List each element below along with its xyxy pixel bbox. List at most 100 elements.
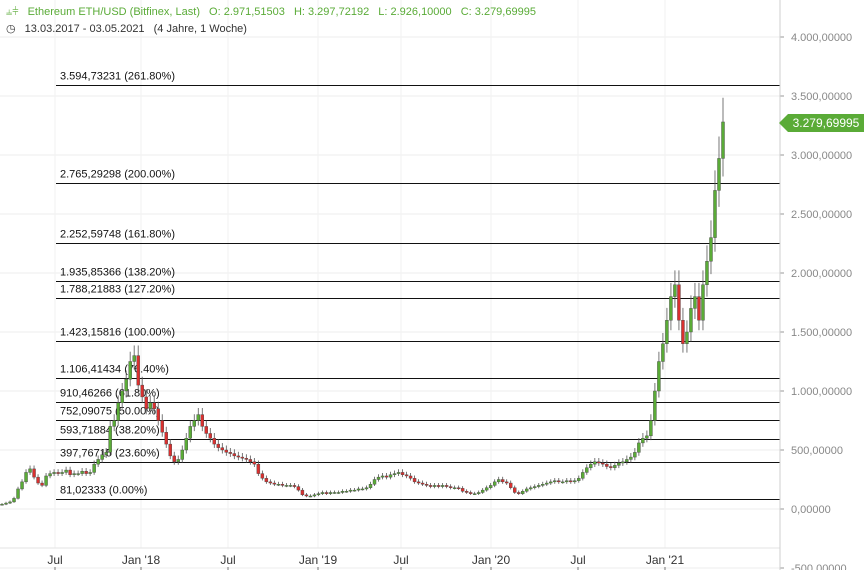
candle — [496, 476, 501, 484]
x-tick-label: Jan '18 — [122, 553, 161, 567]
candle-body — [144, 396, 148, 409]
candle-body — [673, 284, 677, 297]
candle — [653, 382, 657, 426]
candle — [697, 282, 701, 331]
candle-body — [256, 463, 261, 474]
candle-body — [480, 489, 485, 493]
candle — [24, 469, 28, 484]
candle-body — [312, 494, 317, 497]
candle — [120, 382, 124, 409]
candle — [589, 460, 593, 471]
candle — [400, 469, 405, 478]
fib-level-label: 1.935,85366 (138.20%) — [60, 267, 175, 279]
candle-body — [228, 452, 233, 454]
candle-body — [20, 481, 24, 490]
candle-body — [360, 488, 365, 491]
candle-body — [108, 426, 112, 453]
candle — [625, 455, 629, 465]
chart-header-quote: ⫨⫩ Ethereum ETH/USD (Bitfinex, Last) O: … — [6, 6, 542, 19]
candle-body — [280, 484, 285, 486]
candle — [336, 490, 341, 494]
candle-body — [48, 473, 52, 477]
candle-body — [432, 485, 437, 487]
candle-body — [669, 296, 673, 321]
candle — [356, 486, 361, 492]
candle-body — [529, 487, 533, 490]
y-tick-label: 3.000,00000 — [791, 150, 852, 162]
candle — [140, 376, 144, 404]
candle — [396, 469, 401, 476]
candle-body — [76, 473, 80, 475]
y-tick-label: 2.500,00000 — [791, 209, 852, 221]
candle-body — [40, 482, 44, 486]
candle — [637, 438, 641, 456]
candle — [220, 443, 225, 454]
candle — [372, 476, 377, 487]
candle — [116, 395, 120, 426]
candle-body — [220, 447, 225, 451]
candle — [452, 485, 457, 490]
candle — [156, 401, 160, 426]
candle-body — [629, 456, 633, 460]
candle-body — [685, 331, 689, 345]
candle-body — [372, 479, 377, 485]
candle-body — [4, 502, 8, 505]
candle — [717, 136, 721, 207]
candle-body — [120, 390, 124, 404]
candle-body — [180, 449, 184, 460]
candle — [232, 449, 237, 460]
x-tick-label: Jul — [570, 553, 585, 567]
candle-body — [677, 284, 681, 321]
grid — [0, 0, 780, 569]
candle-body — [368, 484, 373, 488]
candle-body — [705, 261, 709, 286]
candle — [412, 475, 417, 484]
candle — [561, 479, 565, 484]
candle-body — [52, 472, 56, 474]
candle-body — [412, 478, 417, 483]
candle — [408, 473, 413, 481]
candle-body — [577, 478, 581, 481]
candle-body — [460, 488, 465, 492]
candle-body — [400, 472, 405, 475]
candle-body — [320, 492, 325, 494]
candle — [248, 455, 253, 465]
candle — [621, 458, 625, 466]
candle — [292, 483, 297, 489]
candle-body — [661, 343, 665, 362]
candle — [380, 473, 385, 480]
candle — [368, 481, 373, 490]
candle-body — [140, 384, 144, 398]
candle-body — [260, 473, 265, 479]
candle — [196, 407, 200, 426]
candle-body — [589, 463, 593, 468]
candle — [613, 461, 617, 471]
candle-body — [384, 475, 389, 478]
y-tick-label: -500,00000 — [791, 563, 847, 570]
candle — [404, 471, 409, 479]
fib-level-label: 752,09075 (50.00%) — [60, 406, 160, 418]
candle — [224, 445, 229, 456]
candle — [513, 485, 517, 494]
candle — [701, 270, 705, 331]
candle — [132, 345, 136, 370]
candle — [605, 460, 609, 470]
candle-body — [573, 480, 577, 483]
candle-body — [593, 461, 597, 465]
candle — [553, 478, 557, 484]
candle — [585, 464, 589, 475]
low-value: L: 2.926,10000 — [378, 6, 452, 18]
candle — [272, 480, 277, 487]
candle-body — [336, 492, 341, 494]
candle — [264, 475, 269, 484]
candle-body — [304, 494, 309, 497]
candle-body — [240, 456, 245, 459]
candle-body — [328, 492, 333, 494]
fib-level-label: 1.788,21883 (127.20%) — [60, 284, 175, 296]
candle-body — [609, 466, 613, 468]
candle — [244, 454, 249, 463]
candle-body — [252, 461, 257, 465]
x-axis: Jul Jan '18 Jul Jan '19 Jul Jan '20 Jul Jan '21 — [0, 547, 780, 570]
candle — [88, 469, 92, 476]
